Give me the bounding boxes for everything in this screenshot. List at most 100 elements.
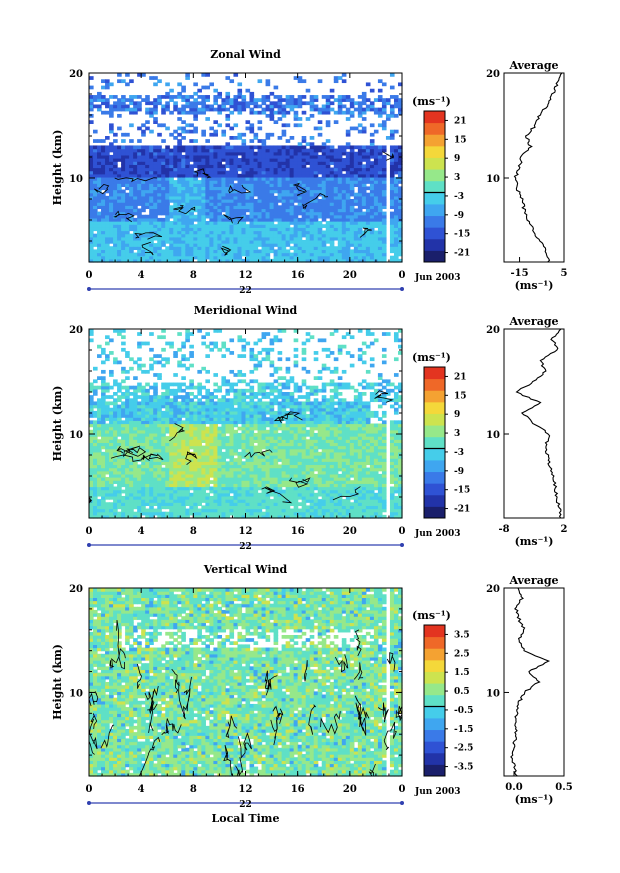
heatmap-cell	[181, 354, 186, 358]
heatmap-cell	[193, 508, 198, 513]
heatmap-cell	[137, 101, 142, 106]
heatmap-cell	[165, 214, 170, 219]
heatmap-cell	[105, 395, 110, 399]
heatmap-cell	[249, 167, 255, 172]
heatmap-cell	[237, 224, 243, 228]
heatmap-cell	[217, 329, 223, 333]
heatmap-cell	[221, 407, 227, 412]
heatmap-cell	[321, 208, 327, 213]
heatmap-cell	[249, 110, 255, 115]
heatmap-cell	[169, 211, 174, 216]
heatmap-cell	[265, 227, 271, 232]
heatmap-cell	[109, 192, 114, 197]
heatmap-cell	[89, 505, 94, 510]
heatmap-cell	[321, 195, 327, 200]
heatmap-cell	[197, 470, 202, 475]
heatmap-cell	[229, 239, 235, 244]
heatmap-cell	[161, 255, 166, 260]
heatmap-cell	[233, 104, 239, 109]
heatmap-cell	[177, 410, 182, 415]
heatmap-cell	[185, 335, 190, 340]
heatmap-cell	[213, 420, 219, 425]
heatmap-cell	[217, 227, 223, 232]
heatmap-cell	[313, 192, 319, 197]
heatmap-cell	[257, 176, 263, 181]
heatmap-cell	[265, 233, 271, 238]
heatmap-cell	[109, 473, 114, 478]
heatmap-cell	[253, 224, 259, 228]
heatmap-cell	[153, 442, 158, 447]
heatmap-cell	[97, 432, 102, 437]
heatmap-cell	[389, 217, 395, 222]
heatmap-cell	[137, 486, 142, 491]
heatmap-cell	[161, 458, 166, 462]
heatmap-cell	[177, 404, 182, 409]
heatmap-cell	[137, 158, 142, 162]
heatmap-cell	[185, 199, 190, 203]
heatmap-cell	[209, 514, 214, 519]
heatmap-cell	[293, 246, 299, 250]
heatmap-cell	[221, 423, 227, 428]
heatmap-cell	[153, 158, 158, 162]
heatmap-cell	[137, 230, 142, 235]
heatmap-cell	[225, 258, 231, 263]
heatmap-cell	[245, 180, 251, 184]
heatmap-cell	[365, 170, 371, 175]
heatmap-cell	[217, 180, 223, 184]
heatmap-cell	[173, 392, 178, 396]
heatmap-cell	[173, 161, 178, 165]
heatmap-cell	[209, 164, 214, 169]
heatmap-cell	[281, 180, 287, 184]
heatmap-cell	[317, 170, 323, 175]
heatmap-cell	[189, 351, 194, 355]
heatmap-cell	[165, 483, 170, 488]
heatmap-cell	[361, 158, 367, 162]
heatmap-cell	[169, 461, 174, 466]
heatmap-cell	[225, 145, 231, 150]
heatmap-cell	[233, 239, 239, 244]
heatmap-cell	[313, 227, 319, 232]
heatmap-cell	[109, 464, 114, 469]
heatmap-cell	[257, 164, 263, 169]
heatmap-cell	[181, 173, 186, 178]
heatmap-cell	[333, 98, 339, 102]
heatmap-cell	[117, 511, 122, 516]
heatmap-cell	[173, 511, 178, 516]
heatmap-cell	[177, 401, 182, 406]
heatmap-cell	[141, 249, 146, 254]
heatmap-cell	[333, 161, 339, 165]
heatmap-cell	[229, 230, 235, 235]
heatmap-cell	[289, 183, 295, 187]
heatmap-cell	[181, 227, 186, 232]
heatmap-cell	[177, 464, 182, 469]
heatmap-cell	[277, 239, 283, 244]
heatmap-cell	[153, 464, 158, 469]
heatmap-cell	[97, 398, 102, 403]
heatmap-cell	[281, 183, 287, 187]
heatmap-cell	[177, 514, 182, 519]
heatmap-cell	[373, 154, 379, 159]
heatmap-cell	[105, 164, 110, 169]
heatmap-cell	[261, 101, 267, 106]
heatmap-cell	[125, 477, 130, 481]
heatmap-cell	[89, 258, 94, 263]
heatmap-cell	[221, 176, 227, 181]
heatmap-cell	[121, 180, 126, 184]
heatmap-cell	[257, 233, 263, 238]
heatmap-cell	[369, 186, 375, 191]
heatmap-cell	[253, 246, 259, 250]
heatmap-cell	[121, 407, 126, 412]
heatmap-cell	[245, 192, 251, 197]
heatmap-cell	[205, 227, 210, 232]
heatmap-cell	[337, 233, 343, 238]
heatmap-cell	[245, 183, 251, 187]
heatmap-cell	[213, 499, 219, 503]
heatmap-cell	[369, 123, 375, 128]
heatmap-cell	[209, 224, 214, 228]
heatmap-cell	[381, 120, 387, 124]
heatmap-cell	[229, 388, 235, 393]
heatmap-cell	[389, 221, 395, 225]
heatmap-cell	[305, 258, 311, 263]
heatmap-cell	[169, 344, 174, 349]
heatmap-cell	[205, 439, 210, 443]
